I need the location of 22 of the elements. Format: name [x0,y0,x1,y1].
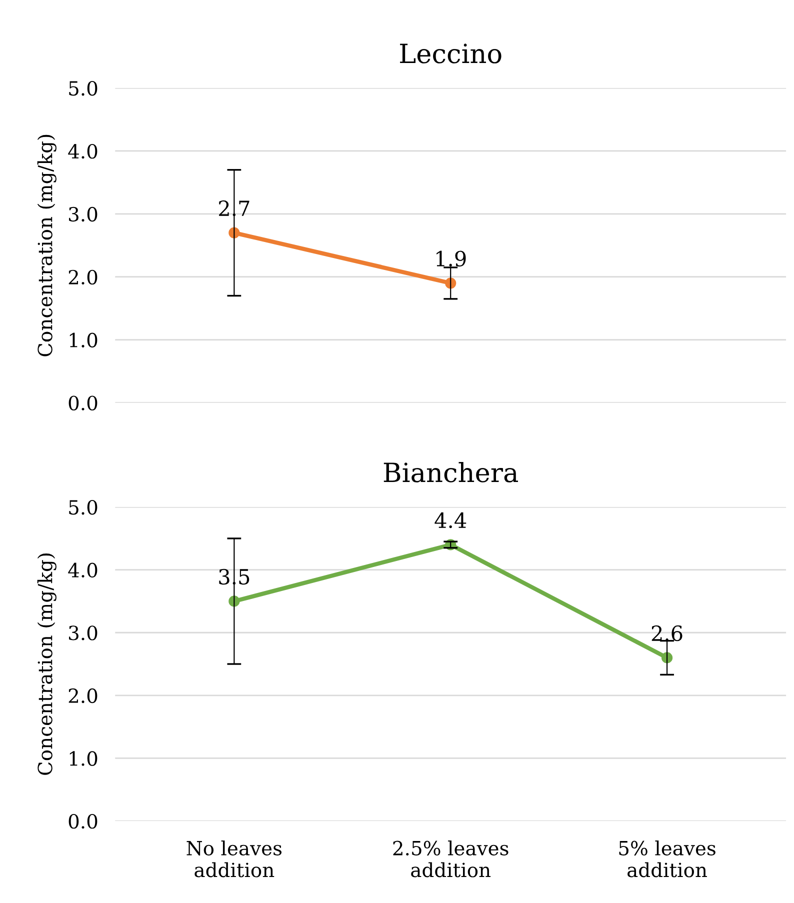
x-tick-label: 2.5% leaves addition [393,840,508,878]
y-tick-label: 5.0 [69,81,98,96]
y-tick-label: 5.0 [69,500,98,515]
x-tick-label: No leaves addition [186,840,282,878]
y-tick-label: 1.0 [70,332,98,348]
y-tick-label: 4.0 [68,144,98,159]
x-tick-label: 5% leaves addition [619,840,716,878]
y-axis-title: Concentration (mg/kg) [37,554,56,775]
y-tick-label: 0.0 [68,814,98,829]
y-tick-label: 2.0 [68,270,98,285]
y-tick-label: 2.0 [68,688,98,704]
data-label: 4.4 [434,512,466,528]
y-tick-label: 3.0 [69,206,98,222]
y-axis-title: Concentration (mg/kg) [37,134,56,356]
chart-title: Leccino [400,44,502,64]
y-tick-label: 3.0 [69,626,98,640]
chart-title: Bianchera [384,462,518,482]
y-tick-label: 1.0 [70,751,98,766]
y-tick-label: 0.0 [68,396,98,410]
y-tick-label: 4.0 [68,562,98,578]
data-label: 1.9 [436,250,466,267]
data-label: 2.6 [652,625,682,642]
